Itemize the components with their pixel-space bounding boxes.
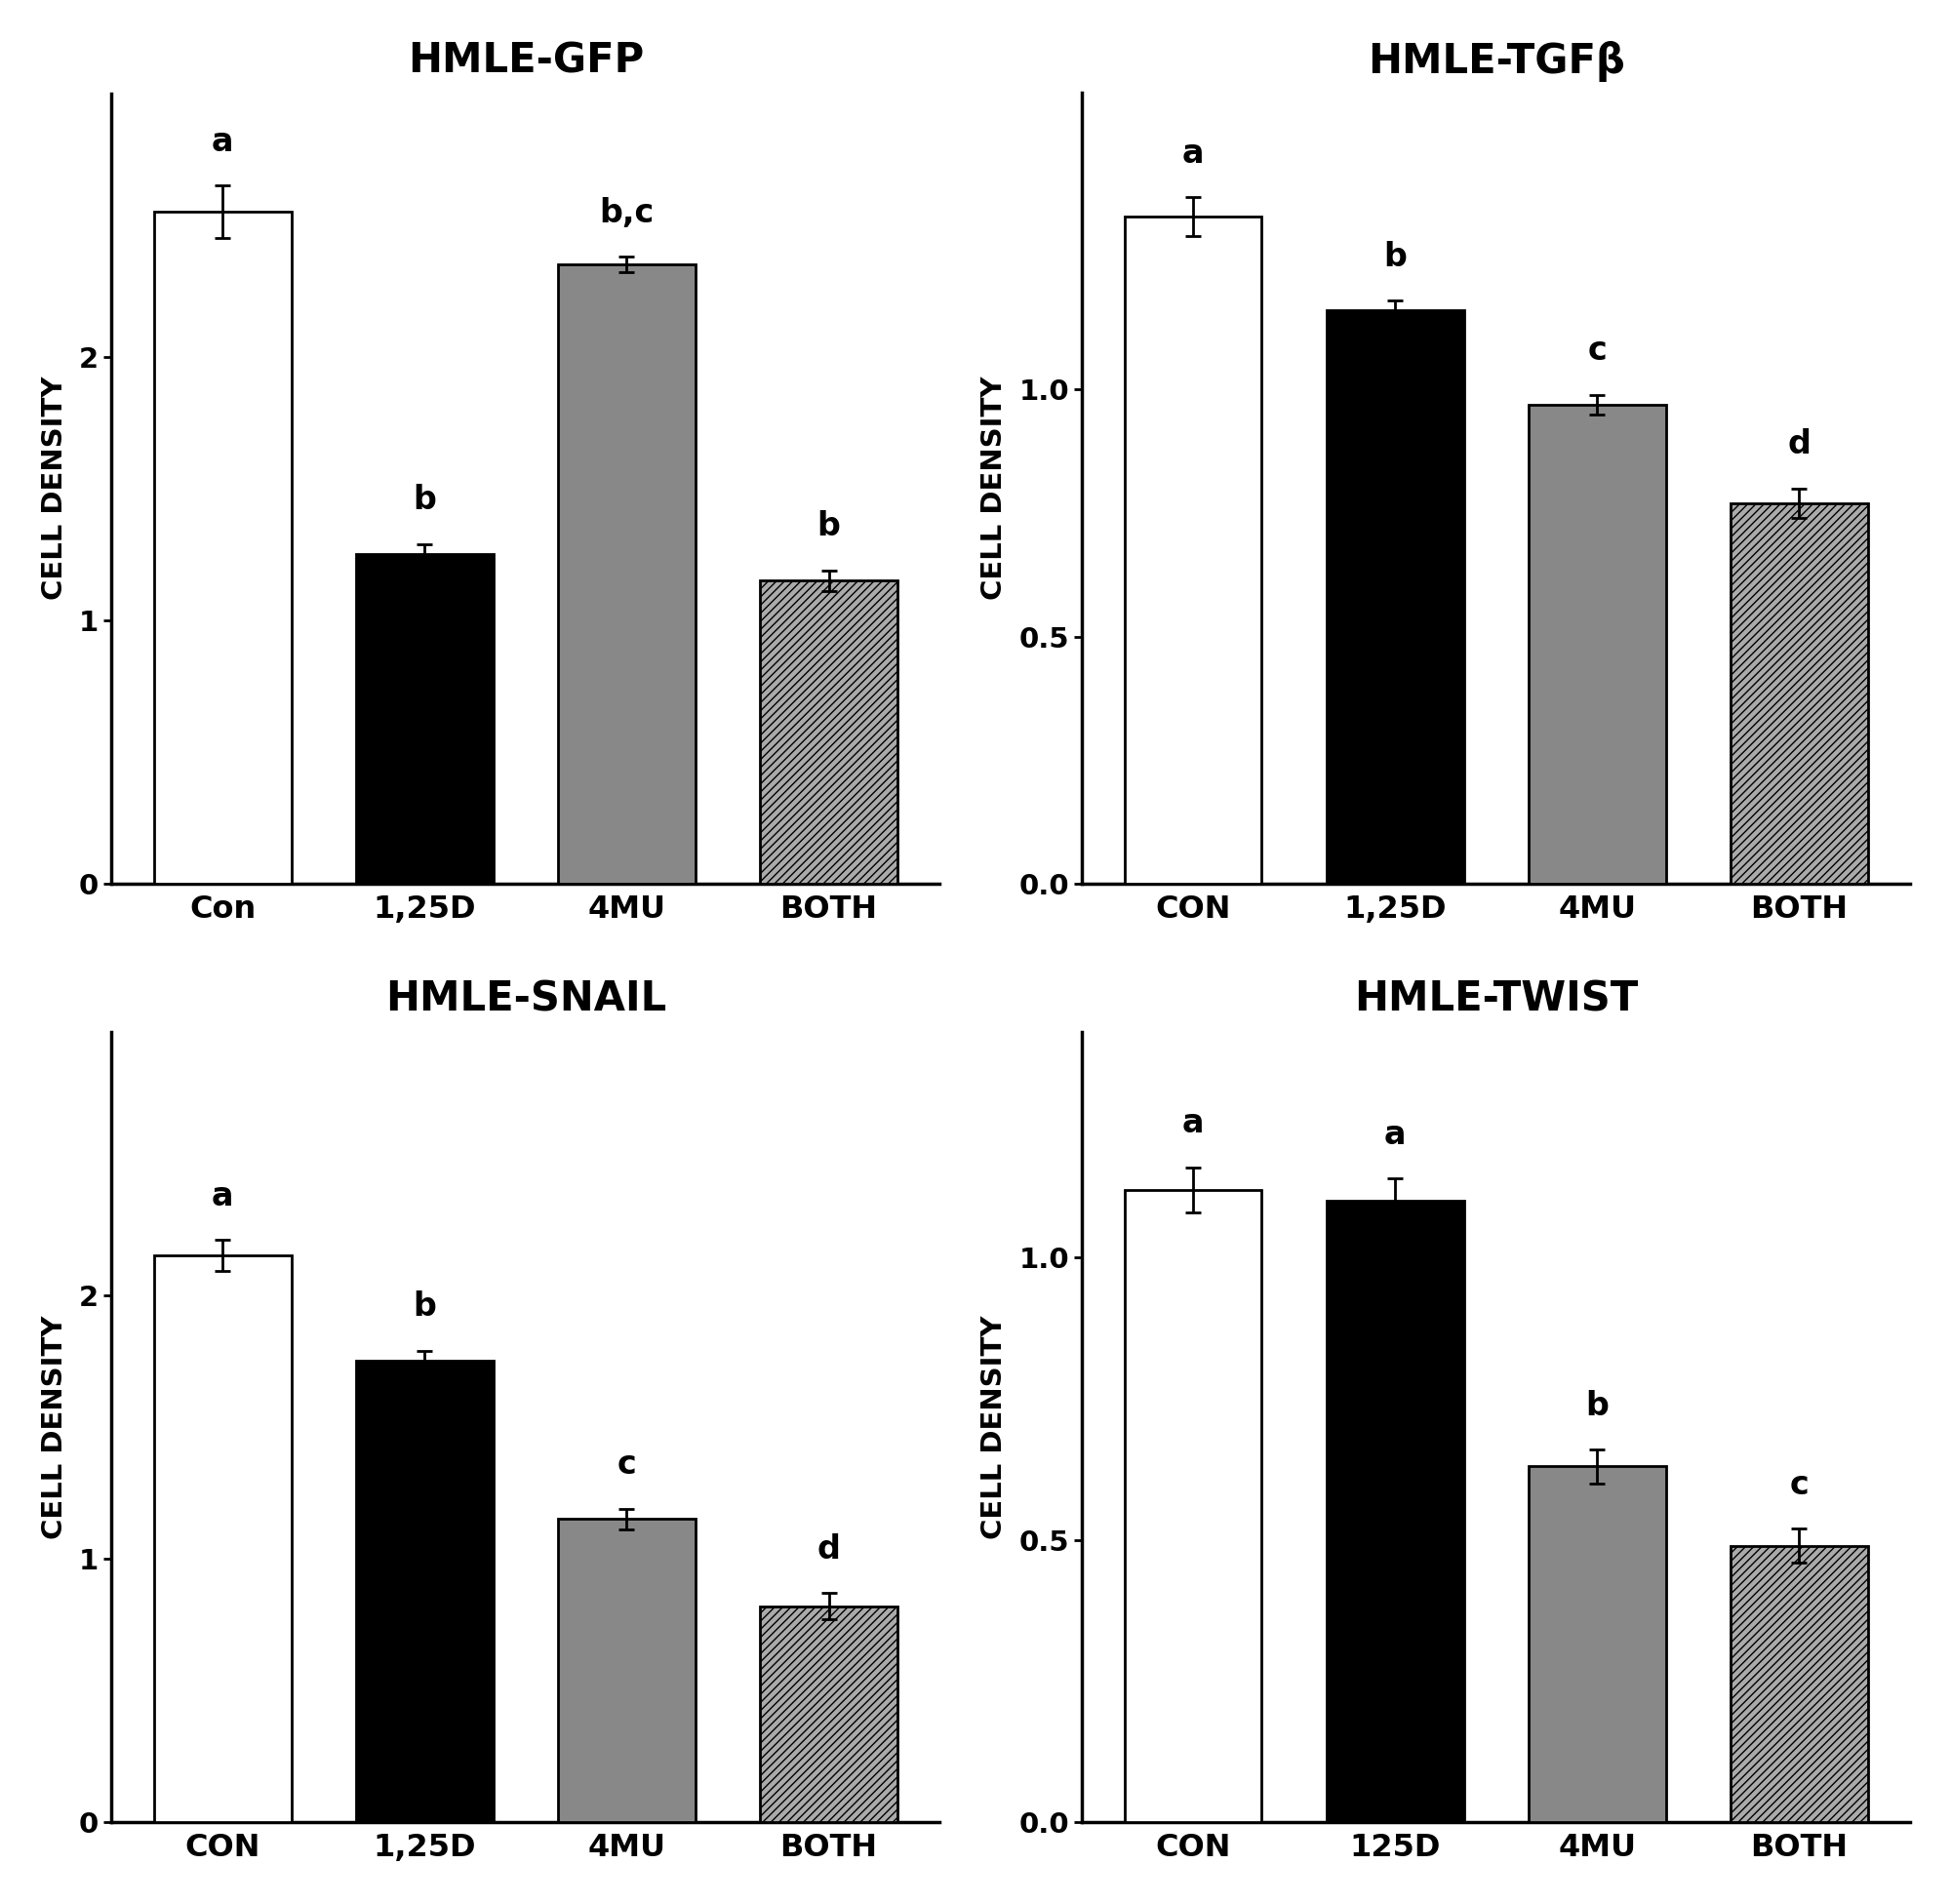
Bar [761,581,897,883]
Y-axis label: CELL DENSITY: CELL DENSITY [981,1316,1009,1538]
Text: b: b [817,510,841,543]
Bar [1528,404,1666,883]
Bar [558,1519,695,1822]
Y-axis label: CELL DENSITY: CELL DENSITY [41,377,68,600]
Text: b,c: b,c [599,196,654,228]
Bar [154,211,291,883]
Text: d: d [817,1533,841,1565]
Title: HMLE-GFP: HMLE-GFP [408,40,644,82]
Title: HMLE-TGFβ: HMLE-TGFβ [1368,40,1625,82]
Text: b: b [414,484,437,516]
Title: HMLE-SNAIL: HMLE-SNAIL [384,979,665,1021]
Text: c: c [1789,1468,1809,1500]
Text: c: c [1588,335,1608,367]
Text: d: d [1787,428,1811,461]
Text: b: b [1586,1390,1610,1422]
Text: a: a [211,126,234,158]
Text: a: a [211,1180,234,1213]
Bar [1124,1190,1262,1822]
Text: b: b [414,1291,437,1323]
Text: b: b [1383,240,1407,272]
Y-axis label: CELL DENSITY: CELL DENSITY [41,1316,68,1538]
Bar [355,1361,494,1822]
Bar [154,1255,291,1822]
Bar [761,1607,897,1822]
Bar [1731,503,1867,883]
Bar [1124,217,1262,883]
Bar [1528,1466,1666,1822]
Bar [558,265,695,883]
Text: a: a [1182,137,1204,169]
Bar [355,554,494,883]
Y-axis label: CELL DENSITY: CELL DENSITY [981,377,1009,600]
Bar [1327,1201,1463,1822]
Text: a: a [1182,1108,1204,1139]
Bar [1731,1546,1867,1822]
Text: a: a [1383,1118,1407,1150]
Bar [1327,310,1463,883]
Text: c: c [617,1449,636,1481]
Title: HMLE-TWIST: HMLE-TWIST [1354,979,1639,1021]
